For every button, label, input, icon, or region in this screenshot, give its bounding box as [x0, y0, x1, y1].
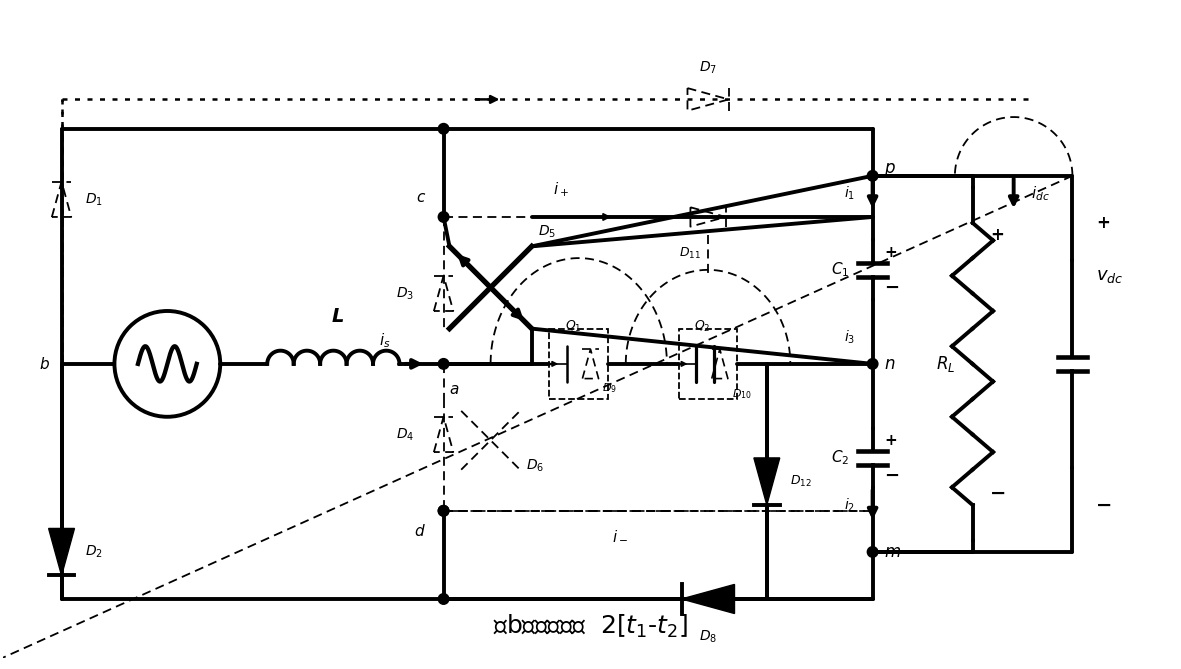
Text: −: − [885, 278, 900, 296]
Circle shape [438, 211, 449, 222]
Text: $D_1$: $D_1$ [85, 191, 103, 207]
Circle shape [438, 506, 449, 516]
Circle shape [867, 359, 877, 369]
Text: $i_2$: $i_2$ [844, 496, 855, 514]
Text: $i_3$: $i_3$ [843, 329, 855, 347]
Text: $D_7$: $D_7$ [699, 60, 717, 76]
Circle shape [867, 547, 877, 557]
Text: +: + [885, 245, 898, 260]
Circle shape [438, 593, 449, 604]
Text: +: + [1096, 214, 1110, 232]
Text: $Q_1$: $Q_1$ [565, 319, 581, 334]
Text: $C_1$: $C_1$ [830, 260, 849, 279]
Text: $i_-$: $i_-$ [612, 529, 628, 543]
Text: $i_s$: $i_s$ [379, 331, 391, 350]
Text: $D_2$: $D_2$ [85, 544, 103, 560]
Text: $D_{10}$: $D_{10}$ [731, 387, 751, 401]
Text: $R_L$: $R_L$ [935, 354, 955, 374]
Text: $D_4$: $D_4$ [396, 426, 415, 443]
Text: $v_{dc}$: $v_{dc}$ [1096, 267, 1123, 285]
Polygon shape [681, 585, 735, 613]
Text: $D_9$: $D_9$ [602, 381, 618, 395]
Text: $D_{11}$: $D_{11}$ [679, 246, 702, 262]
Text: $p$: $p$ [885, 161, 896, 179]
Text: $D_6$: $D_6$ [526, 458, 544, 474]
Text: $b$: $b$ [39, 356, 50, 372]
Text: $D_5$: $D_5$ [537, 224, 556, 240]
Text: $Q_2$: $Q_2$ [694, 319, 711, 334]
Text: L: L [332, 307, 344, 326]
Text: $i_{dc}$: $i_{dc}$ [1031, 184, 1050, 203]
Text: +: + [990, 225, 1004, 244]
Text: $D_3$: $D_3$ [396, 285, 415, 302]
Bar [679, 328, 737, 399]
Polygon shape [48, 529, 74, 575]
Text: $n$: $n$ [885, 355, 895, 373]
Polygon shape [753, 458, 779, 505]
Text: $c$: $c$ [416, 190, 426, 205]
Text: $D_{12}$: $D_{12}$ [790, 474, 813, 489]
Text: $m$: $m$ [885, 543, 901, 561]
Text: −: − [990, 484, 1006, 502]
Text: $d$: $d$ [415, 522, 426, 539]
Circle shape [438, 359, 449, 369]
Text: −: − [885, 466, 900, 484]
Text: $i_+$: $i_+$ [553, 181, 569, 199]
Text: （b）工作模态  2[$t_1$-$t_2$]: （b）工作模态 2[$t_1$-$t_2$] [492, 613, 689, 640]
Text: $C_2$: $C_2$ [830, 449, 849, 467]
Text: $i_1$: $i_1$ [844, 185, 855, 202]
Text: −: − [1096, 496, 1113, 514]
Circle shape [867, 171, 877, 181]
Text: $D_8$: $D_8$ [699, 628, 717, 645]
Bar [549, 328, 608, 399]
Circle shape [438, 506, 449, 516]
Text: +: + [885, 433, 898, 448]
Text: $a$: $a$ [450, 381, 459, 397]
Circle shape [438, 124, 449, 134]
